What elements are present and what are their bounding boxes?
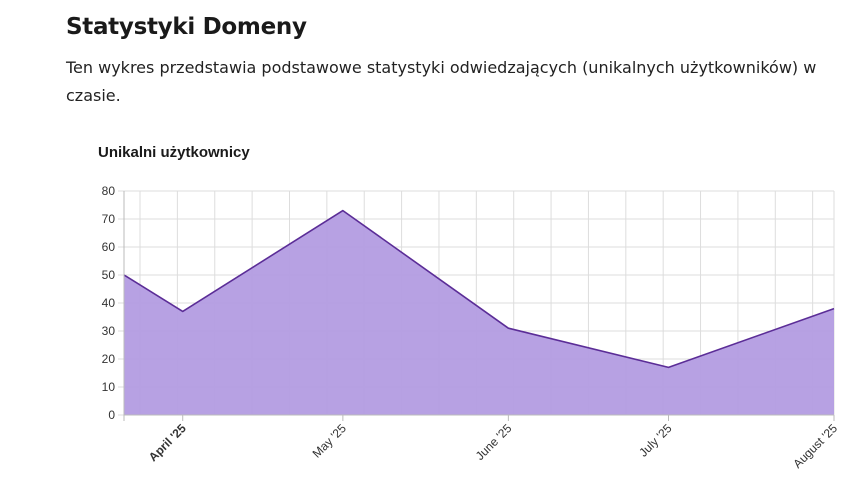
y-tick-label: 30: [102, 324, 116, 338]
y-tick-label: 10: [102, 380, 116, 394]
x-tick-label: May '25: [310, 421, 350, 461]
x-tick-label: July '25: [636, 421, 675, 460]
page-description: Ten wykres przedstawia podstawowe statys…: [66, 58, 817, 105]
y-tick-label: 60: [102, 240, 116, 254]
x-tick-label: April '25: [146, 421, 189, 464]
series-line: [123, 209, 835, 369]
axes: [123, 191, 835, 421]
series-area-layer: [123, 209, 835, 415]
x-tick-labels: April '25 May '25 June '25 July '25 August '…: [146, 421, 841, 471]
x-tick-label: June '25: [473, 421, 515, 463]
y-tick-label: 50: [102, 268, 116, 282]
x-tick-label: August '25: [790, 421, 840, 471]
y-tick-label: 20: [102, 352, 116, 366]
y-tick-label: 80: [102, 184, 116, 198]
chart-title: Unikalni użytkownicy: [98, 144, 250, 161]
series-area: [124, 210, 834, 415]
y-tick-label: 40: [102, 296, 116, 310]
y-tick-label: 70: [102, 212, 116, 226]
y-tick-labels: 0 10 20 30 40 50 60 70 80: [102, 184, 116, 422]
page-title: Statystyki Domeny: [66, 14, 307, 40]
y-tick-label: 0: [108, 408, 115, 422]
